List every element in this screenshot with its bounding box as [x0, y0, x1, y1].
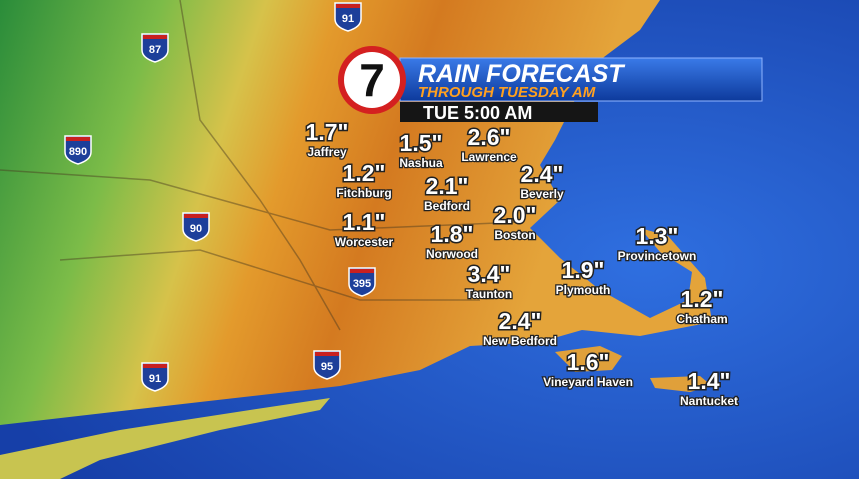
rain-amount: 1.5": [400, 130, 443, 156]
city-name: Beverly: [520, 187, 564, 201]
city-name: Plymouth: [556, 283, 611, 297]
rain-amount: 2.4": [499, 308, 542, 334]
shield-top: [143, 35, 167, 39]
rain-amount: 1.2": [681, 286, 724, 312]
highway-number: 90: [190, 223, 202, 235]
rain-amount: 2.0": [494, 202, 537, 228]
rain-amount: 1.1": [343, 209, 386, 235]
rain-amount: 2.6": [468, 124, 511, 150]
rain-amount: 2.4": [521, 161, 564, 187]
rain-amount: 1.7": [306, 119, 349, 145]
rain-amount: 1.2": [343, 160, 386, 186]
highway-shield: [182, 212, 210, 242]
time-bar: [400, 102, 598, 122]
shield-top: [66, 137, 90, 141]
highway-shield: [64, 135, 92, 165]
shield-top: [350, 269, 374, 273]
highway-shield: [334, 2, 362, 32]
city-name: New Bedford: [483, 334, 557, 348]
highway-number: 87: [149, 44, 161, 56]
city-name: Jaffrey: [307, 145, 347, 159]
island: [555, 346, 622, 372]
highway-number: 91: [342, 13, 354, 25]
highway-shield: [141, 362, 169, 392]
rain-amount: 1.4": [688, 368, 731, 394]
title-bar: [399, 57, 763, 102]
long-island: [0, 398, 330, 479]
city-name: Bedford: [424, 199, 470, 213]
rain-amount: 2.1": [426, 173, 469, 199]
logo-text: 7: [359, 54, 385, 106]
logo: [344, 52, 400, 108]
rain-amount: 1.8": [431, 221, 474, 247]
shield-top: [336, 4, 360, 8]
header: 7 RAIN FORECAST THROUGH TUESDAY AM TUE 5…: [338, 46, 763, 123]
rain-amount: 1.6": [567, 349, 610, 375]
highway-shield: [348, 267, 376, 297]
city-name: Norwood: [426, 247, 478, 261]
time: TUE 5:00 AM: [423, 103, 532, 123]
city-name: Provincetown: [618, 249, 697, 263]
city-name: Worcester: [335, 235, 394, 249]
city-name: Taunton: [466, 287, 512, 301]
subtitle: THROUGH TUESDAY AM: [418, 84, 596, 101]
city-name: Lawrence: [461, 150, 517, 164]
rain-amount: 3.4": [468, 261, 511, 287]
city-name: Nantucket: [680, 394, 738, 408]
rain-amount: 1.9": [562, 257, 605, 283]
shield-top: [184, 214, 208, 218]
city-name: Vineyard Haven: [543, 375, 633, 389]
rain-amount: 1.3": [636, 223, 679, 249]
title: RAIN FORECAST: [418, 60, 626, 88]
highway-number: 91: [149, 373, 161, 385]
city-name: Nashua: [399, 156, 443, 170]
highway-number: 95: [321, 361, 333, 373]
shield-top: [315, 352, 339, 356]
roads: [0, 0, 521, 331]
highway-number: 890: [69, 146, 87, 158]
highway-shield: [141, 33, 169, 63]
city-name: Boston: [494, 228, 535, 242]
highway-number: 395: [353, 278, 371, 290]
island: [650, 376, 712, 392]
city-name: Fitchburg: [336, 186, 391, 200]
city-name: Chatham: [676, 312, 727, 326]
highway-shield: [313, 350, 341, 380]
shield-top: [143, 364, 167, 368]
